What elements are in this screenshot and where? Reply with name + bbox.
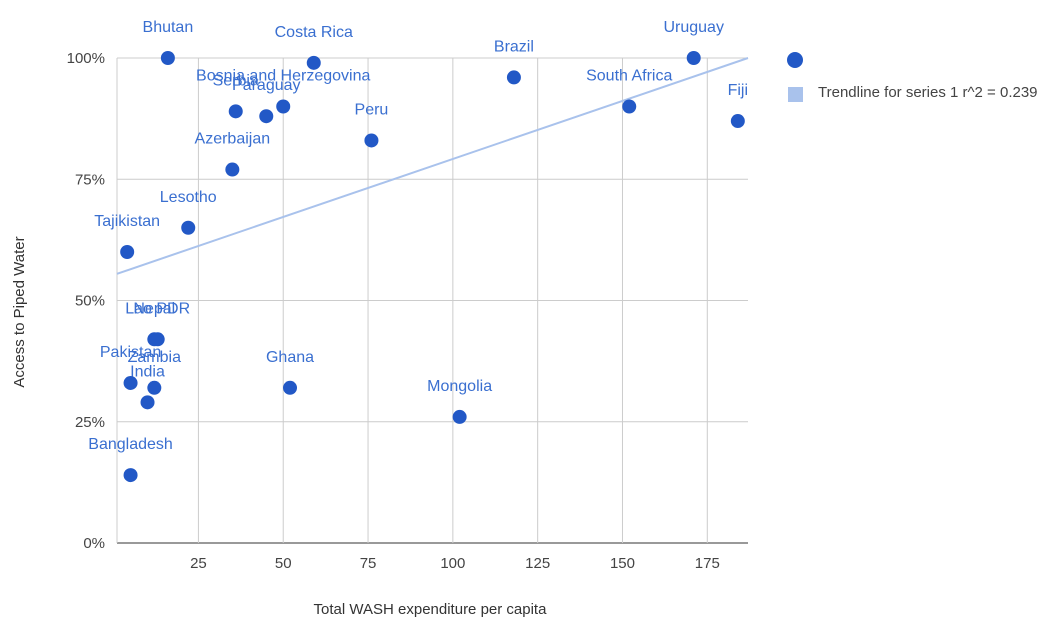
x-tick-label: 175: [695, 555, 720, 572]
point-label: India: [130, 363, 165, 380]
point: [276, 99, 291, 114]
legend-marker: [787, 52, 803, 68]
point-label: Bangladesh: [88, 436, 173, 453]
point: [228, 104, 243, 119]
point-label: Lao PDR: [125, 300, 190, 317]
point-label: Zambia: [128, 349, 181, 366]
x-axis-label: Total WASH expenditure per capita: [314, 601, 548, 618]
x-tick-label: 100: [440, 555, 465, 572]
point: [150, 332, 165, 347]
point: [506, 70, 521, 85]
x-tick-label: 75: [360, 555, 377, 572]
point: [730, 114, 745, 129]
point-label: Costa Rica: [275, 24, 353, 41]
point: [452, 409, 467, 424]
point-label: Serbia: [213, 72, 259, 89]
point-label: Azerbaijan: [195, 131, 271, 148]
point: [622, 99, 637, 114]
x-tick-label: 25: [190, 555, 207, 572]
point: [259, 109, 274, 124]
point: [120, 245, 135, 259]
point: [225, 162, 240, 177]
y-tick-label: 100%: [67, 50, 105, 67]
point: [160, 51, 175, 65]
y-tick-label: 25%: [75, 414, 105, 431]
y-axis-label: Access to Piped Water: [11, 236, 28, 387]
point-label: Bhutan: [143, 19, 194, 36]
point-label: Mongolia: [427, 378, 492, 395]
point: [686, 51, 701, 65]
y-tick-label: 75%: [75, 171, 105, 188]
point-label: Paraguay: [232, 77, 301, 94]
point-label: Fiji: [728, 82, 748, 99]
point: [140, 395, 155, 410]
point-label: Peru: [355, 101, 389, 118]
legend-label: Trendline for series 1 r^2 = 0.239: [818, 84, 1038, 101]
point: [283, 380, 298, 395]
point-label: Brazil: [494, 38, 534, 55]
point-label: Pakistan: [100, 344, 161, 361]
legend-marker: [788, 87, 803, 102]
x-tick-label: 125: [525, 555, 550, 572]
point-label: Tajikistan: [94, 213, 160, 230]
point-label: Bosnia and Herzegovina: [196, 68, 370, 85]
point: [181, 220, 196, 235]
point-label: Uruguay: [663, 19, 723, 36]
point: [306, 55, 321, 70]
x-tick-label: 50: [275, 555, 292, 572]
point-label: Nepal: [133, 300, 175, 317]
y-tick-label: 0%: [83, 535, 105, 552]
point-label: Lesotho: [160, 189, 217, 206]
point: [147, 380, 162, 395]
point-label: South Africa: [586, 68, 672, 85]
point: [123, 468, 138, 483]
y-tick-label: 50%: [75, 293, 105, 310]
point-label: Ghana: [266, 349, 314, 366]
x-tick-label: 150: [610, 555, 635, 572]
trendline: [116, 57, 749, 275]
point: [364, 133, 379, 148]
point: [123, 375, 138, 390]
